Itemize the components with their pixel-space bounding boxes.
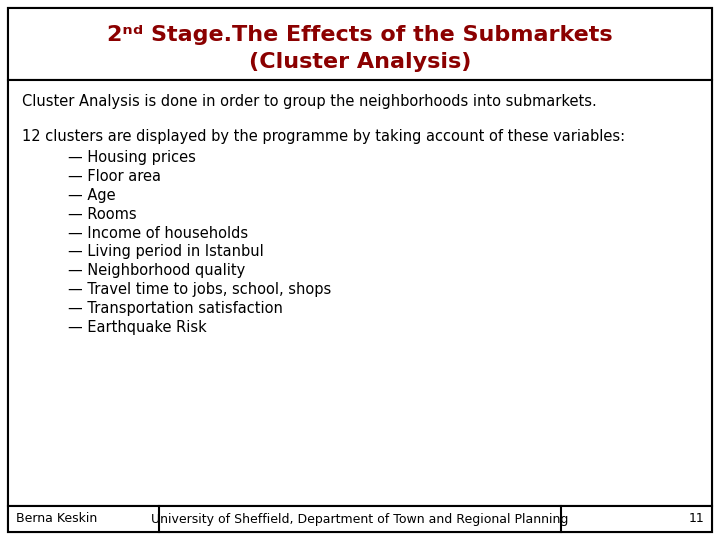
Text: 11: 11 [688,512,704,525]
Text: Cluster Analysis is done in order to group the neighborhoods into submarkets.: Cluster Analysis is done in order to gro… [22,94,597,109]
Text: — Age: — Age [68,188,116,202]
Text: — Income of households: — Income of households [68,226,248,240]
Text: — Housing prices: — Housing prices [68,150,196,165]
Text: — Rooms: — Rooms [68,207,137,221]
Text: Berna Keskin: Berna Keskin [16,512,97,525]
Text: University of Sheffield, Department of Town and Regional Planning: University of Sheffield, Department of T… [151,512,569,525]
Text: 2ⁿᵈ Stage.The Effects of the Submarkets: 2ⁿᵈ Stage.The Effects of the Submarkets [107,25,613,45]
Text: — Earthquake Risk: — Earthquake Risk [68,320,207,335]
Bar [8,80,712,506]
Bar [8,8,712,80]
Text: — Living period in Istanbul: — Living period in Istanbul [68,245,264,259]
Text: (Cluster Analysis): (Cluster Analysis) [249,52,471,72]
Bar [8,506,712,532]
Text: — Travel time to jobs, school, shops: — Travel time to jobs, school, shops [68,282,331,297]
Text: — Transportation satisfaction: — Transportation satisfaction [68,301,283,316]
Text: 12 clusters are displayed by the programme by taking account of these variables:: 12 clusters are displayed by the program… [22,129,625,144]
Text: — Neighborhood quality: — Neighborhood quality [68,264,246,278]
Text: — Floor area: — Floor area [68,169,161,184]
